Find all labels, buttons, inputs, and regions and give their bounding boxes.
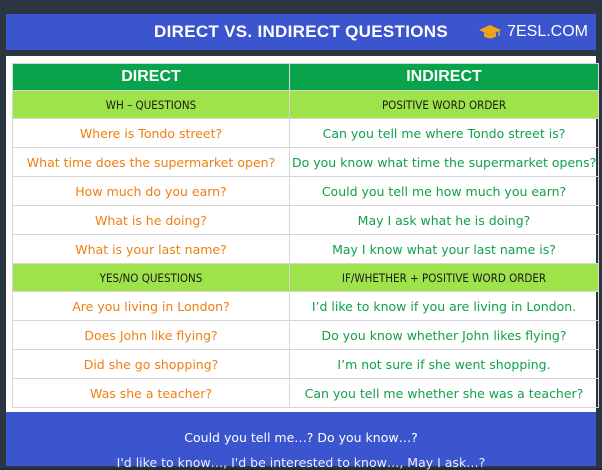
section-label-indirect: IF/WHETHER + POSITIVE WORD ORDER xyxy=(289,263,599,292)
graduation-cap-icon xyxy=(479,25,502,39)
indirect-question: I’d like to know if you are living in Lo… xyxy=(289,291,599,321)
questions-table: DIRECT INDIRECT WH – QUESTIONS POSITIVE … xyxy=(12,63,599,408)
table-row: Are you living in London? I’d like to kn… xyxy=(12,291,599,321)
direct-question: What time does the supermarket open? xyxy=(12,147,290,177)
logo-text: 7ESL.COM xyxy=(507,23,588,40)
direct-question: Where is Tondo street? xyxy=(12,118,290,148)
section-header-row: YES/NO QUESTIONS IF/WHETHER + POSITIVE W… xyxy=(12,263,599,292)
section-label-direct: YES/NO QUESTIONS xyxy=(12,263,290,292)
column-header-indirect: INDIRECT xyxy=(289,63,599,91)
indirect-question: May I ask what he is doing? xyxy=(289,205,599,235)
indirect-question: Do you know whether John likes flying? xyxy=(289,320,599,350)
column-header-direct: DIRECT xyxy=(12,63,290,91)
direct-question: What is he doing? xyxy=(12,205,290,235)
content-sheet: DIRECT INDIRECT WH – QUESTIONS POSITIVE … xyxy=(6,56,599,470)
direct-question: Are you living in London? xyxy=(12,291,290,321)
indirect-question: Can you tell me whether she was a teache… xyxy=(289,378,599,408)
indirect-question: I’m not sure if she went shopping. xyxy=(289,349,599,379)
table-row: Where is Tondo street? Can you tell me w… xyxy=(12,118,599,148)
indirect-question: Could you tell me how much you earn? xyxy=(289,176,599,206)
table-row: Did she go shopping? I’m not sure if she… xyxy=(12,349,599,379)
indirect-question: Do you know what time the supermarket op… xyxy=(289,147,599,177)
table-row: Was she a teacher? Can you tell me wheth… xyxy=(12,378,599,408)
table-row: What is he doing? May I ask what he is d… xyxy=(12,205,599,235)
table-header-row: DIRECT INDIRECT xyxy=(12,63,599,91)
page-title: DIRECT VS. INDIRECT QUESTIONS xyxy=(154,22,448,41)
footer-phrases-line-1: Could you tell me…? Do you know…? xyxy=(184,430,418,445)
direct-question: How much do you earn? xyxy=(12,176,290,206)
direct-question: Was she a teacher? xyxy=(12,378,290,408)
indirect-question: May I know what your last name is? xyxy=(289,234,599,264)
table-row: What time does the supermarket open? Do … xyxy=(12,147,599,177)
indirect-question: Can you tell me where Tondo street is? xyxy=(289,118,599,148)
footer-phrases-line-2: I'd like to know…, I'd be interested to … xyxy=(116,455,486,470)
footer-banner: Could you tell me…? Do you know…? I'd li… xyxy=(6,412,596,470)
site-logo[interactable]: 7ESL.COM xyxy=(478,14,588,50)
header-banner: DIRECT VS. INDIRECT QUESTIONS 7ESL.COM xyxy=(6,14,596,50)
section-header-row: WH – QUESTIONS POSITIVE WORD ORDER xyxy=(12,90,599,119)
section-label-indirect: POSITIVE WORD ORDER xyxy=(289,90,599,119)
table-row: How much do you earn? Could you tell me … xyxy=(12,176,599,206)
direct-question: Does John like flying? xyxy=(12,320,290,350)
direct-question: What is your last name? xyxy=(12,234,290,264)
table-row: Does John like flying? Do you know wheth… xyxy=(12,320,599,350)
section-label-direct: WH – QUESTIONS xyxy=(12,90,290,119)
direct-question: Did she go shopping? xyxy=(12,349,290,379)
table-row: What is your last name? May I know what … xyxy=(12,234,599,264)
